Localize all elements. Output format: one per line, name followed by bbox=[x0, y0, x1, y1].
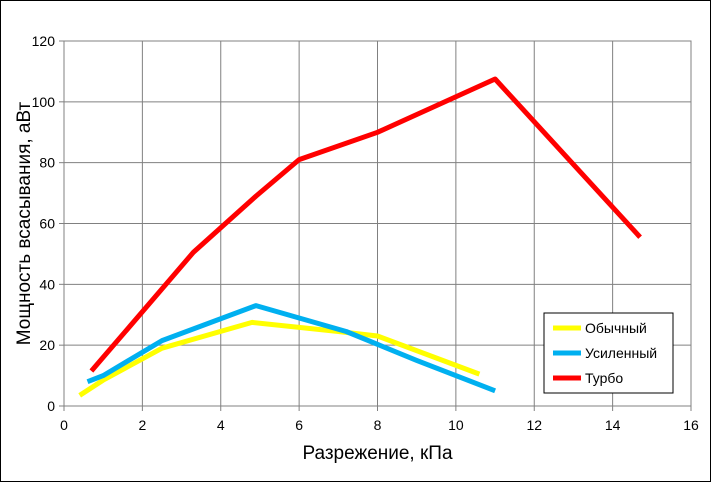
y-tick-label: 60 bbox=[39, 216, 55, 232]
x-tick-label: 4 bbox=[217, 417, 225, 433]
legend-label-3: Турбо bbox=[585, 370, 623, 386]
y-tick-label: 100 bbox=[32, 94, 56, 110]
y-tick-label: 0 bbox=[47, 398, 55, 414]
y-tick-labels: 0 20 40 60 80 100 120 bbox=[32, 33, 64, 414]
legend: Обычный Усиленный Турбо bbox=[543, 312, 674, 394]
y-tick-label: 20 bbox=[39, 337, 55, 353]
y-tick-label: 40 bbox=[39, 276, 55, 292]
x-tick-label: 16 bbox=[683, 417, 699, 433]
legend-label-1: Обычный bbox=[585, 320, 647, 336]
series-layer bbox=[78, 76, 642, 398]
y-tick-label: 120 bbox=[32, 33, 56, 49]
x-axis-title: Разрежение, кПа bbox=[302, 443, 453, 464]
x-tick-label: 14 bbox=[605, 417, 621, 433]
x-tick-label: 10 bbox=[448, 417, 464, 433]
x-tick-label: 0 bbox=[60, 417, 68, 433]
x-tick-labels: 0 2 4 6 8 10 12 14 16 bbox=[60, 406, 699, 433]
series-line-2 bbox=[86, 303, 497, 394]
y-axis-title: Мощность всасывания, аВт bbox=[14, 101, 35, 345]
series-line-3 bbox=[89, 76, 642, 373]
y-tick-label: 80 bbox=[39, 155, 55, 171]
legend-label-2: Усиленный bbox=[585, 345, 657, 361]
x-tick-label: 8 bbox=[374, 417, 382, 433]
x-tick-label: 12 bbox=[526, 417, 542, 433]
x-tick-label: 6 bbox=[295, 417, 303, 433]
x-tick-label: 2 bbox=[138, 417, 146, 433]
series-line-1 bbox=[78, 319, 481, 398]
